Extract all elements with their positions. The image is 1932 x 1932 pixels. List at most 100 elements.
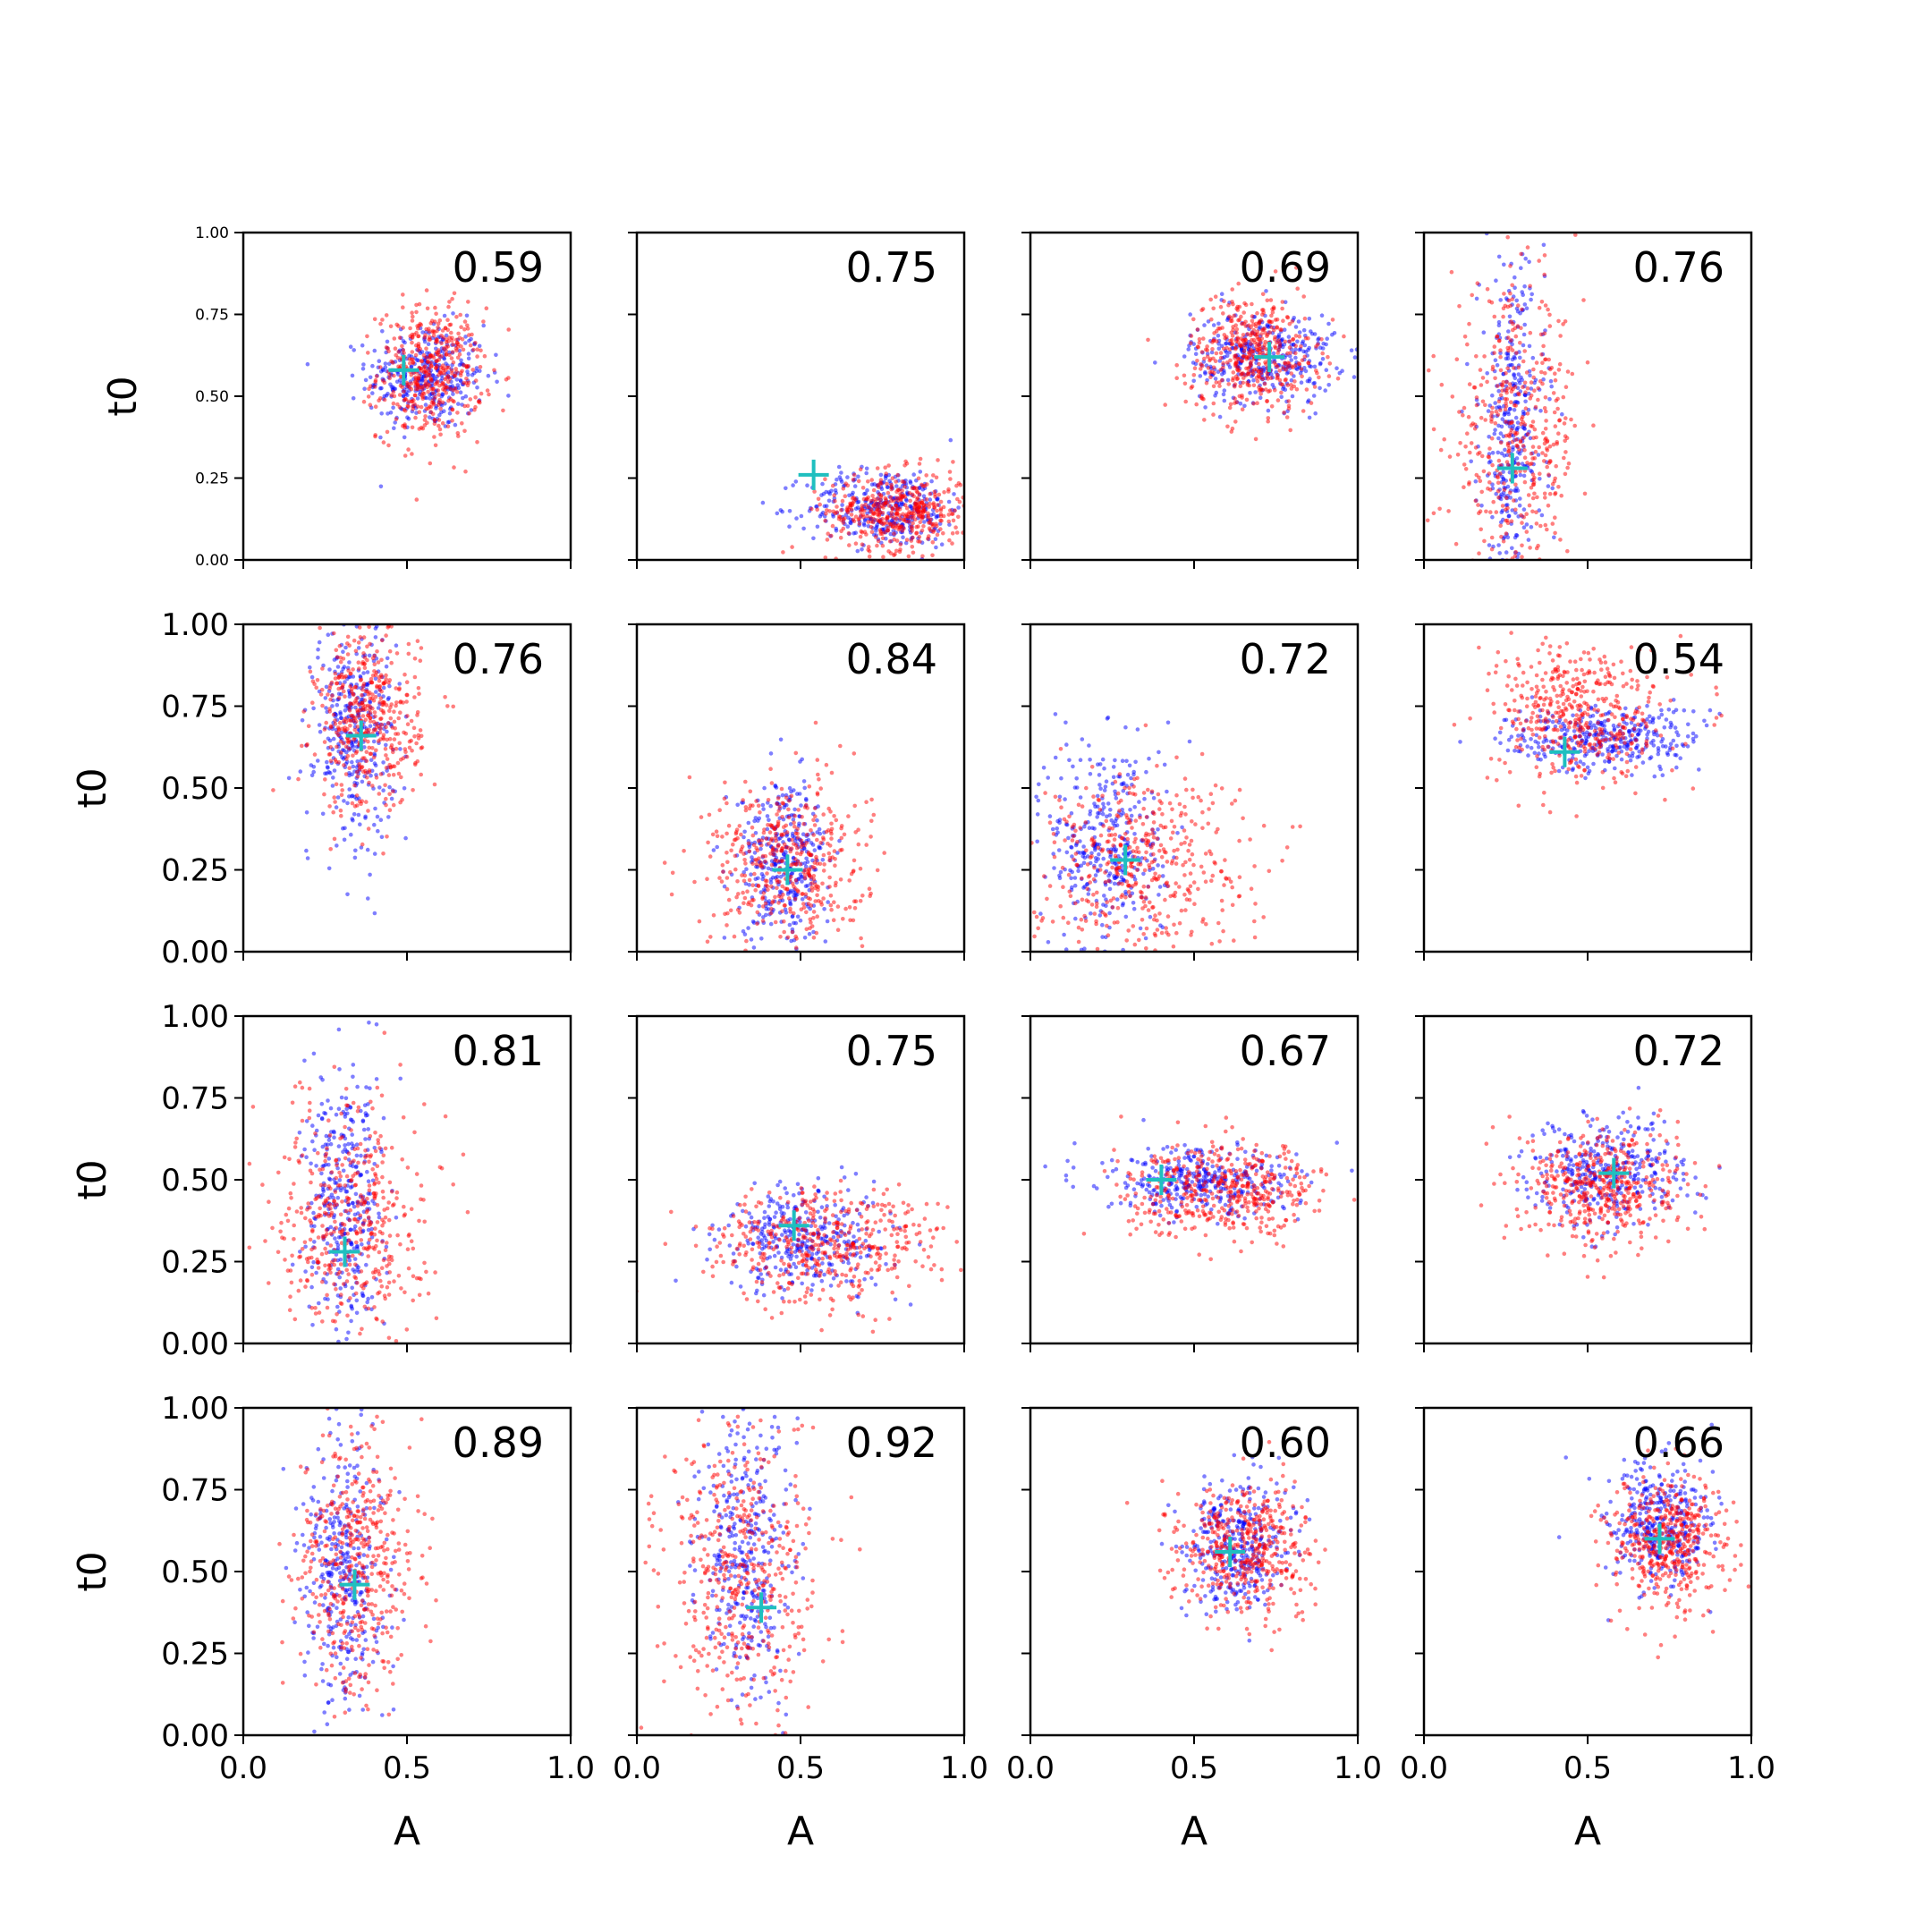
point-red bbox=[724, 876, 730, 880]
point-red bbox=[1469, 441, 1474, 445]
panel-value-label: 0.76 bbox=[453, 635, 544, 683]
point-red bbox=[1280, 306, 1284, 311]
point-red bbox=[788, 906, 792, 911]
point-blue bbox=[1515, 420, 1521, 425]
point-blue bbox=[804, 856, 809, 861]
point-red bbox=[969, 512, 973, 516]
point-red bbox=[384, 796, 388, 801]
point-red bbox=[1249, 362, 1253, 368]
point-red bbox=[813, 882, 818, 886]
point-red bbox=[1551, 391, 1556, 395]
point-red bbox=[1563, 319, 1568, 324]
point-red bbox=[432, 782, 437, 787]
point-red bbox=[773, 831, 778, 836]
point-red bbox=[1523, 406, 1529, 411]
point-red bbox=[910, 526, 914, 530]
point-red bbox=[765, 884, 770, 888]
point-red bbox=[423, 375, 428, 379]
point-red bbox=[933, 492, 937, 497]
point-red bbox=[860, 542, 865, 547]
point-red bbox=[814, 857, 818, 862]
point-red bbox=[1537, 305, 1542, 310]
point-red bbox=[1477, 601, 1481, 606]
point-blue bbox=[1519, 375, 1523, 380]
point-red bbox=[875, 496, 880, 501]
point-blue bbox=[1529, 525, 1534, 530]
point-red bbox=[1260, 292, 1266, 297]
point-red bbox=[416, 344, 421, 349]
point-red bbox=[1415, 318, 1419, 322]
point-red bbox=[1264, 347, 1269, 352]
point-red bbox=[336, 759, 342, 765]
point-red bbox=[1481, 469, 1487, 474]
point-red bbox=[1206, 366, 1211, 370]
point-red bbox=[377, 730, 383, 735]
point-red bbox=[380, 318, 385, 322]
point-blue bbox=[1514, 456, 1520, 461]
point-blue bbox=[1513, 415, 1519, 420]
point-blue bbox=[1046, 940, 1051, 945]
point-blue bbox=[387, 784, 392, 790]
point-red bbox=[1513, 507, 1518, 513]
point-red bbox=[347, 708, 352, 713]
point-red bbox=[741, 878, 747, 884]
point-blue bbox=[464, 313, 470, 318]
point-blue bbox=[800, 897, 805, 902]
point-blue bbox=[1513, 285, 1517, 291]
point-red bbox=[1510, 419, 1514, 425]
point-red bbox=[806, 902, 811, 906]
point-red bbox=[860, 513, 866, 517]
point-red bbox=[1189, 334, 1194, 338]
point-red bbox=[870, 494, 875, 498]
point-red bbox=[312, 752, 318, 757]
point-red bbox=[1260, 351, 1265, 355]
point-red bbox=[333, 758, 338, 762]
point-red bbox=[898, 542, 903, 547]
point-blue bbox=[1521, 507, 1527, 512]
point-red bbox=[424, 346, 428, 352]
point-blue bbox=[1162, 762, 1167, 767]
point-red bbox=[431, 391, 436, 395]
point-red bbox=[775, 801, 779, 807]
point-red bbox=[423, 364, 428, 369]
point-red bbox=[760, 894, 766, 900]
point-blue bbox=[1283, 300, 1288, 305]
point-red bbox=[793, 750, 799, 756]
point-red bbox=[394, 700, 399, 705]
point-blue bbox=[1547, 396, 1552, 402]
scatter-points bbox=[1415, 233, 1596, 606]
point-blue bbox=[1512, 373, 1516, 377]
point-red bbox=[835, 504, 839, 509]
point-red bbox=[1525, 411, 1530, 416]
point-red bbox=[462, 363, 466, 368]
point-red bbox=[795, 845, 800, 851]
point-red bbox=[410, 350, 415, 354]
panel-7: 0.72 bbox=[1021, 623, 1360, 961]
point-blue bbox=[1502, 262, 1506, 267]
point-red bbox=[789, 846, 794, 851]
point-blue bbox=[362, 386, 367, 392]
point-red bbox=[733, 867, 738, 872]
point-red bbox=[1528, 546, 1532, 550]
point-red bbox=[877, 528, 883, 532]
point-blue bbox=[384, 664, 389, 669]
point-red bbox=[391, 789, 395, 794]
point-red bbox=[911, 521, 915, 526]
point-red bbox=[370, 706, 375, 711]
point-red bbox=[362, 665, 368, 670]
point-red bbox=[462, 319, 468, 324]
point-blue bbox=[351, 674, 356, 679]
point-blue bbox=[765, 826, 770, 832]
point-red bbox=[938, 499, 944, 504]
point-red bbox=[1213, 294, 1218, 300]
point-red bbox=[466, 380, 471, 386]
point-blue bbox=[946, 499, 952, 504]
point-red bbox=[706, 840, 710, 845]
point-blue bbox=[391, 405, 395, 411]
point-red bbox=[352, 783, 357, 788]
point-red bbox=[343, 772, 349, 776]
point-red bbox=[851, 869, 856, 874]
point-red bbox=[1205, 344, 1209, 349]
point-red bbox=[842, 832, 847, 837]
point-blue bbox=[741, 928, 746, 934]
